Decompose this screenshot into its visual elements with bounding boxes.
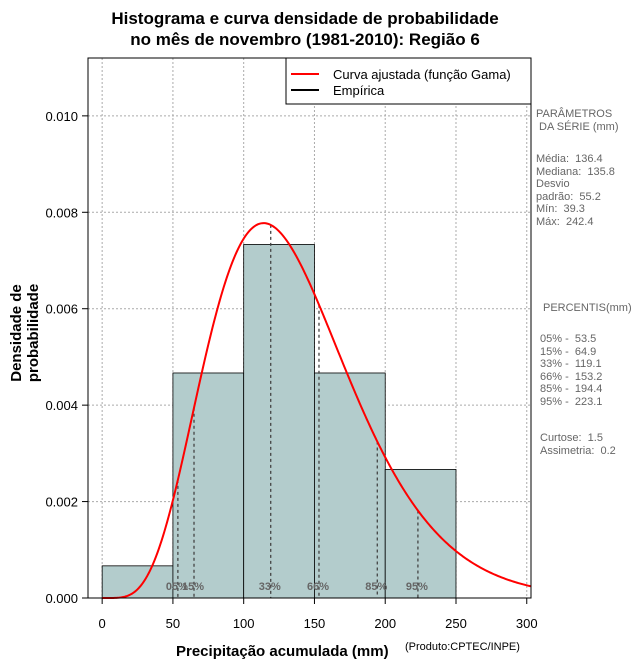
y-tick-label: 0.006 — [45, 302, 78, 317]
percentile-label: 95% — [406, 581, 428, 593]
chart-subtitle: no mês de novembro (1981-2010): Região 6 — [130, 30, 480, 49]
x-tick-label: 50 — [166, 616, 180, 631]
x-tick-label: 100 — [233, 616, 255, 631]
percentis-text: 05% - 53.5 15% - 64.9 33% - 119.1 66% - … — [540, 333, 603, 408]
params-title: PARÂMETROS DA SÉRIE (mm) — [536, 108, 619, 133]
percentile-label: 33% — [259, 581, 281, 593]
legend-label: Curva ajustada (função Gama) — [333, 67, 511, 82]
x-tick-label: 200 — [374, 616, 396, 631]
y-tick-label: 0.000 — [45, 591, 78, 606]
histogram-bar — [314, 372, 386, 599]
legend-label: Empírica — [333, 83, 385, 98]
legend-box — [285, 57, 532, 105]
y-tick-label: 0.008 — [45, 205, 78, 220]
chart-title: Histograma e curva densidade de probabil… — [111, 9, 499, 28]
percentile-label: 66% — [307, 581, 329, 593]
percentile-label: 85% — [365, 581, 387, 593]
x-tick-label: 300 — [516, 616, 538, 631]
legend: Curva ajustada (função Gama)Empírica — [285, 57, 532, 105]
percentile-label: 15% — [182, 581, 204, 593]
y-tick-label: 0.004 — [45, 398, 78, 413]
histogram-bar — [172, 372, 245, 599]
y-tick-label: 0.010 — [45, 109, 78, 124]
x-axis-label: Precipitação acumulada (mm) — [176, 643, 389, 660]
y-tick-label: 0.002 — [45, 495, 78, 510]
credit-text: (Produto:CPTEC/INPE) — [405, 641, 520, 653]
y-axis-label: Densidade de probabilidade — [8, 283, 42, 383]
stats-text: Curtose: 1.5 Assimetria: 0.2 — [540, 432, 616, 457]
percentile-label: 05% — [166, 581, 188, 593]
x-tick-label: 0 — [99, 616, 106, 631]
histogram-bar — [101, 565, 174, 599]
gamma-curve-line — [102, 222, 532, 599]
histogram-bar — [243, 244, 315, 599]
x-tick-label: 150 — [304, 616, 326, 631]
x-tick-label: 250 — [445, 616, 467, 631]
histogram-bar — [384, 469, 457, 599]
percentis-title: PERCENTIS(mm) — [543, 302, 632, 314]
params-text: Média: 136.4 Mediana: 135.8 Desvio padrã… — [536, 153, 615, 228]
